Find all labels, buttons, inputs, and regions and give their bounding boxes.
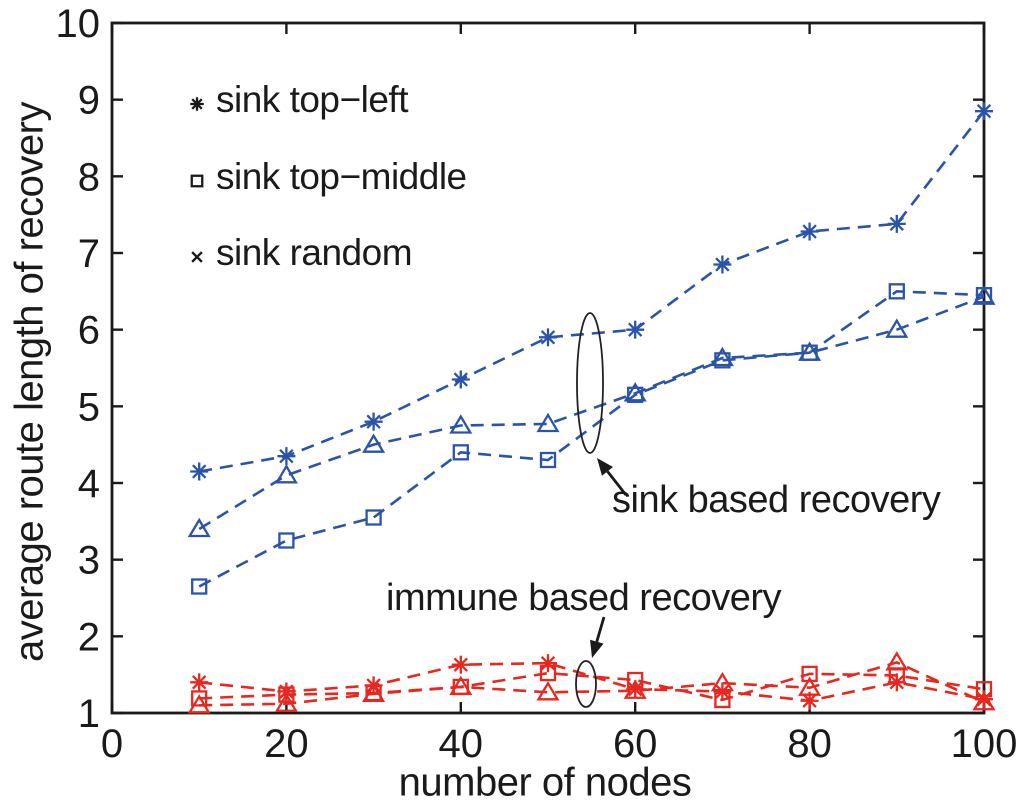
y-tick-label: 1 [78,692,100,736]
x-axis-label: number of nodes [398,760,692,805]
series-line [198,110,986,473]
legend-item-sink-random: sink random [182,232,413,274]
y-tick-label: 7 [78,232,100,276]
x-marker-icon [182,238,212,268]
immune-annotation-arrow [590,616,606,658]
y-tick-label: 2 [78,615,100,659]
series-immune-asterisk [190,654,993,710]
axes-frame [110,21,986,715]
series-sink-asterisk [190,102,993,481]
legend-item-sink-top-middle: sink top−middle [182,156,467,198]
sink-group-ellipse [576,312,604,454]
series-sink-square [191,283,993,595]
legend-label: sink top−left [216,79,408,120]
x-tick-label: 80 [787,722,832,766]
y-tick-label: 5 [78,385,100,429]
y-tick-label: 4 [78,462,100,506]
y-tick-label: 6 [78,309,100,353]
x-tick-label: 100 [951,722,1018,766]
legend-label: sink top−middle [216,156,467,197]
asterisk-marker-icon [182,85,212,115]
immune-group-ellipse [575,660,597,708]
x-tick-label: 60 [613,722,658,766]
legend-item-sink-top-left: sink top−left [182,79,408,121]
x-tick-label: 20 [264,722,309,766]
series-immune-triangle [187,651,996,714]
x-tick-label: 0 [101,722,123,766]
series-line [199,661,985,707]
legend-label: sink random [216,232,413,273]
series-line [198,295,985,531]
series-line [199,661,985,703]
y-tick-label: 9 [78,79,100,123]
series-line [199,671,985,702]
series-sink-triangle [187,285,996,538]
sink-annotation-arrow [597,458,628,496]
annotation-sink-based-recovery: sink based recovery [612,479,941,521]
series-line [198,290,985,588]
y-tick-label: 10 [56,2,101,46]
x-tick-label: 40 [439,722,484,766]
annotation-immune-based-recovery: immune based recovery [386,577,782,619]
y-tick-label: 8 [78,155,100,199]
square-marker-icon [182,162,212,192]
y-axis-label: average route length of recovery [7,102,52,662]
y-tick-label: 3 [78,539,100,583]
